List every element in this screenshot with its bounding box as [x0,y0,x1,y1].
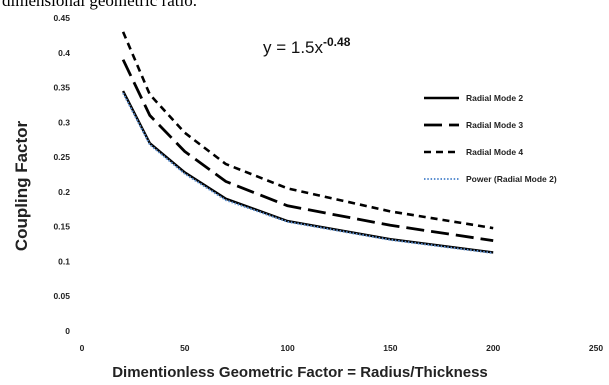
y-tick-label: 0.4 [58,48,70,58]
x-tick-label: 0 [80,343,85,353]
y-tick-label: 0 [65,326,70,336]
x-tick-label: 150 [383,343,397,353]
caption-fragment: dimensional geometric ratio. [2,0,197,10]
fit-equation-exponent: -0.48 [323,35,351,49]
y-tick-label: 0.35 [53,83,70,93]
legend-label-1: Radial Mode 2 [466,93,523,103]
series-lines [121,31,494,255]
x-tick-label: 100 [281,343,295,353]
fit-equation: y = 1.5x-0.48 [263,35,351,57]
y-tick-labels: 0 0.05 0.1 0.15 0.2 0.25 0.3 0.35 0.4 0.45 [53,13,70,336]
y-tick-label: 0.05 [53,291,70,301]
fit-equation-base: y = 1.5x [263,38,324,57]
series-line-2 [121,59,494,242]
y-tick-label: 0.25 [53,152,70,162]
legend-label-2: Radial Mode 3 [466,120,523,130]
x-tick-label: 50 [180,343,190,353]
x-tick-label: 200 [486,343,500,353]
x-tick-labels: 0 50 100 150 200 250 [80,343,604,353]
y-tick-label: 0.45 [53,13,70,23]
series-line-1 [122,90,494,254]
y-tick-label: 0.15 [53,222,70,232]
legend-label-3: Radial Mode 4 [466,147,523,157]
x-tick-label: 250 [589,343,603,353]
y-axis-title: Coupling Factor [12,120,31,251]
y-tick-label: 0.2 [58,187,70,197]
y-tick-label: 0.3 [58,117,70,127]
legend: Radial Mode 2 Radial Mode 3 Radial Mode 4 P… [424,93,557,184]
series-line-3 [121,31,494,230]
y-tick-label: 0.1 [58,256,70,266]
x-axis-title: Dimentionless Geometric Factor = Radius/… [112,364,488,381]
series-line-4 [122,92,494,255]
legend-label-4: Power (Radial Mode 2) [466,174,557,184]
